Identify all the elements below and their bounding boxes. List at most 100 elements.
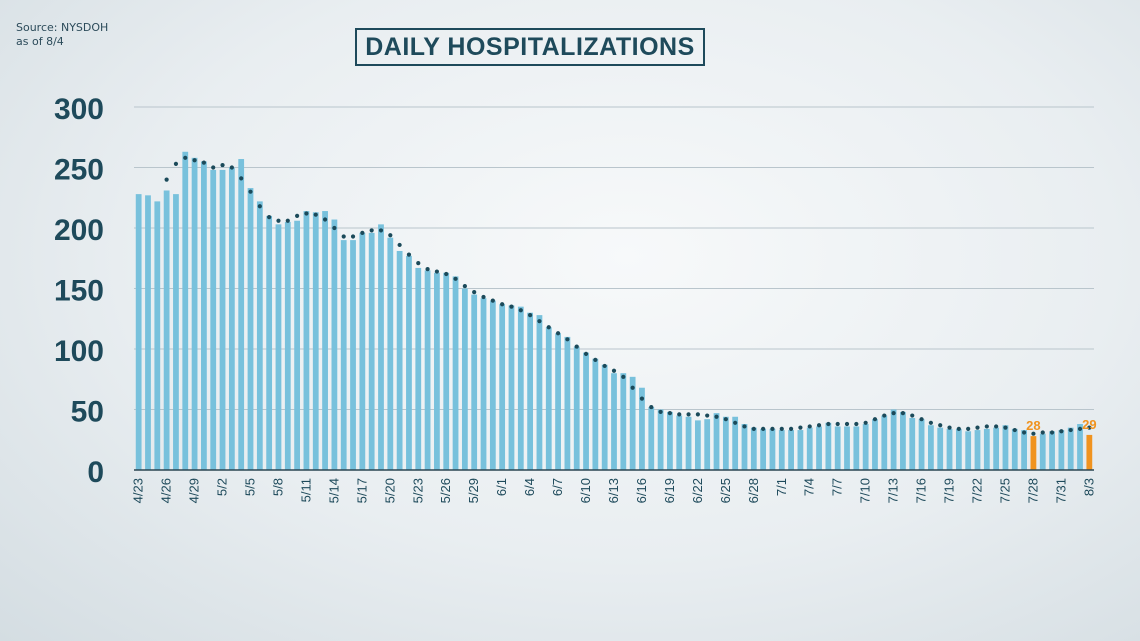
trend-point xyxy=(695,412,700,417)
trend-point xyxy=(658,409,663,415)
highlighted-bar xyxy=(1030,436,1037,470)
source-line: Source: NYSDOH xyxy=(16,21,109,34)
bar xyxy=(359,232,366,470)
trend-point xyxy=(369,228,374,233)
bar xyxy=(303,211,310,470)
trend-point xyxy=(406,252,412,257)
x-tick-label: 6/10 xyxy=(578,478,593,503)
bar xyxy=(545,327,552,470)
bar xyxy=(284,221,291,470)
bar xyxy=(601,364,608,470)
trend-point xyxy=(229,165,234,170)
bar xyxy=(629,376,636,470)
bar xyxy=(797,430,804,470)
bar xyxy=(825,422,832,470)
y-tick-label: 300 xyxy=(54,93,104,126)
trend-point xyxy=(788,426,794,431)
trend-point xyxy=(742,424,747,429)
y-tick-label: 100 xyxy=(54,335,104,368)
bar xyxy=(508,305,515,470)
trend-point xyxy=(583,351,589,356)
bar xyxy=(387,237,394,470)
x-tick-label: 5/17 xyxy=(354,478,369,503)
trend-point xyxy=(1022,430,1027,435)
bar xyxy=(256,201,263,470)
x-tick-label: 5/20 xyxy=(382,478,397,503)
trend-point xyxy=(1068,427,1073,433)
bar xyxy=(583,352,589,470)
bar xyxy=(340,240,347,470)
trend-point xyxy=(509,304,514,309)
chart-title-box: DAILY HOSPITALIZATIONS xyxy=(355,28,705,66)
x-tick-label: 6/22 xyxy=(690,478,705,503)
x-tick-label: 6/16 xyxy=(634,478,649,503)
trend-point xyxy=(304,211,309,216)
source-note: Source: NYSDOH as of 8/4 xyxy=(16,21,108,49)
trend-point xyxy=(397,242,402,248)
trend-point xyxy=(1087,425,1092,430)
trend-point xyxy=(574,344,579,349)
bar xyxy=(182,151,189,470)
trend-point xyxy=(500,302,505,307)
bar xyxy=(247,188,254,470)
trend-point xyxy=(844,421,850,427)
bar xyxy=(1002,425,1009,470)
trend-point xyxy=(882,413,887,418)
bar xyxy=(1077,424,1083,470)
trend-point xyxy=(667,411,673,416)
x-tick-label: 6/7 xyxy=(550,478,565,496)
x-tick-label: 6/28 xyxy=(746,478,761,503)
bar xyxy=(676,415,683,470)
bar xyxy=(741,424,748,470)
trend-point xyxy=(453,276,458,281)
bar xyxy=(378,224,384,470)
y-tick-label: 250 xyxy=(54,154,104,187)
bar xyxy=(443,272,450,470)
bar xyxy=(564,336,571,470)
bar xyxy=(266,215,273,470)
trend-point xyxy=(826,421,831,427)
trend-point xyxy=(928,420,933,425)
trend-point xyxy=(276,218,281,223)
trend-point xyxy=(472,290,477,295)
trend-point xyxy=(723,417,728,422)
bar xyxy=(1011,428,1018,470)
x-tick-label: 6/13 xyxy=(606,478,621,503)
x-tick-label: 7/1 xyxy=(774,478,789,496)
bar xyxy=(210,169,217,471)
trend-point xyxy=(164,177,169,182)
trend-point xyxy=(416,260,421,266)
bar xyxy=(154,201,161,470)
x-tick-label: 7/19 xyxy=(942,478,957,503)
bar xyxy=(368,232,375,470)
data-label: 28 xyxy=(1026,418,1040,433)
trend-point xyxy=(1040,430,1045,435)
trend-point xyxy=(938,423,943,428)
trend-point xyxy=(322,217,328,222)
trend-point xyxy=(1031,431,1036,436)
bar xyxy=(834,426,841,470)
bar xyxy=(704,419,711,470)
trend-point xyxy=(611,368,617,373)
x-tick-label: 6/4 xyxy=(522,478,537,496)
trend-point xyxy=(770,426,775,431)
trend-point xyxy=(863,420,868,425)
bar xyxy=(1049,431,1055,470)
bar xyxy=(713,413,720,470)
trend-point xyxy=(966,426,971,431)
trend-point xyxy=(546,325,551,330)
bar xyxy=(955,428,962,470)
bar xyxy=(937,427,944,470)
trend-point xyxy=(462,283,467,289)
bar xyxy=(396,250,403,470)
trend-point xyxy=(677,412,682,417)
trend-point xyxy=(313,212,318,217)
x-tick-label: 7/10 xyxy=(858,478,873,503)
bar xyxy=(228,167,235,470)
trend-point xyxy=(686,412,691,417)
bar xyxy=(946,428,953,470)
bar xyxy=(555,333,561,470)
bar xyxy=(806,427,813,470)
trend-point xyxy=(621,374,626,379)
